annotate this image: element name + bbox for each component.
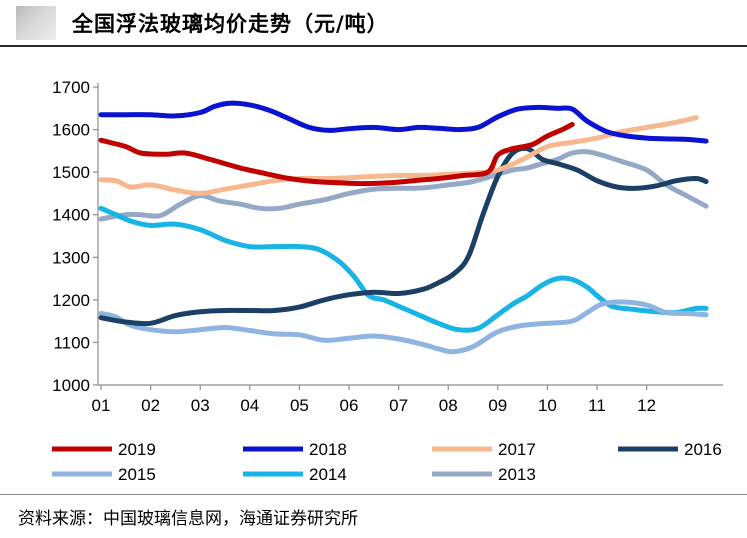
series-line-2015: [98, 299, 709, 355]
figure-title: 全国浮法玻璃均价走势（元/吨）: [72, 12, 389, 36]
series-line-2017: [98, 115, 699, 196]
y-tick-label: 1000: [52, 376, 90, 395]
y-tick-label: 1200: [52, 291, 90, 310]
legend-label-2013: 2013: [498, 465, 536, 484]
y-tick-label: 1600: [52, 121, 90, 140]
y-tick-label: 1100: [53, 333, 90, 352]
title-divider: [0, 45, 747, 47]
x-tick-label: 06: [340, 396, 359, 415]
x-tick-label: 09: [488, 396, 507, 415]
x-tick-label: 02: [141, 396, 160, 415]
legend-label-2014: 2014: [309, 465, 347, 484]
series-line-2018: [98, 100, 709, 144]
x-tick-label: 01: [92, 396, 111, 415]
legend-label-2018: 2018: [309, 440, 347, 459]
x-tick-label: 12: [637, 396, 656, 415]
legend-label-2016: 2016: [684, 440, 722, 459]
series-line-2019: [98, 122, 575, 187]
title-marker-box: [16, 6, 56, 40]
line-chart: 1000 1100 1200 1300 1400 1500 1600 1700 01 02 03 04…: [52, 78, 723, 484]
legend-label-2017: 2017: [498, 440, 536, 459]
chart-axes: 1000 1100 1200 1300 1400 1500 1600 1700 01 02 03 04…: [52, 78, 723, 415]
x-tick-label: 05: [290, 396, 309, 415]
source-note: 资料来源：中国玻璃信息网，海通证券研究所: [18, 509, 358, 529]
chart-series: [98, 100, 709, 355]
series-line-2016: [98, 145, 709, 327]
chart-legend: 2019 2018 2017 2016 2015 2014 2013: [52, 440, 722, 484]
figure-header: 全国浮法玻璃均价走势（元/吨）: [0, 0, 747, 47]
x-tick-label: 10: [538, 396, 557, 415]
x-tick-label: 03: [191, 396, 210, 415]
y-tick-label: 1700: [52, 78, 90, 97]
x-tick-label: 04: [240, 396, 259, 415]
y-tick-label: 1400: [52, 206, 90, 225]
source-divider: [0, 494, 747, 495]
y-tick-label: 1500: [52, 163, 90, 182]
y-tick-label: 1300: [52, 248, 90, 267]
x-tick-label: 11: [588, 396, 606, 415]
legend-label-2015: 2015: [118, 465, 156, 484]
x-tick-label: 08: [439, 396, 458, 415]
legend-label-2019: 2019: [118, 440, 156, 459]
x-tick-label: 07: [389, 396, 408, 415]
